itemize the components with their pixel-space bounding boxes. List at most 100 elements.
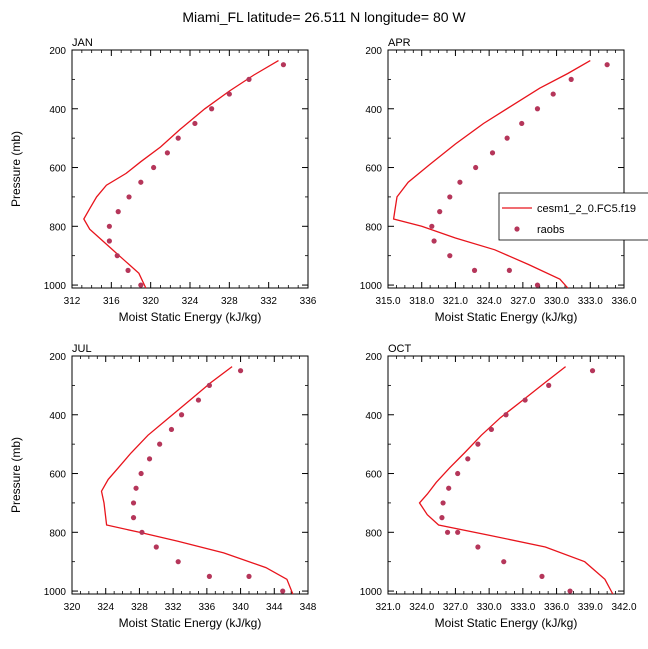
obs-point (522, 397, 528, 403)
obs-point (130, 515, 137, 521)
x-tick-label: 344 (266, 602, 283, 613)
y-tick-label: 1000 (44, 281, 67, 292)
y-tick-label: 1000 (44, 587, 67, 598)
obs-point (226, 91, 232, 97)
obs-point (175, 559, 181, 565)
x-tick-label: 330.0 (544, 296, 569, 307)
panel-label: APR (388, 37, 411, 49)
obs-point (503, 412, 509, 418)
x-axis-label: Moist Static Energy (kJ/kg) (119, 616, 262, 630)
x-axis-label: Moist Static Energy (kJ/kg) (119, 310, 262, 324)
obs-point (146, 456, 153, 462)
obs-point (192, 120, 198, 127)
obs-point (106, 238, 112, 244)
x-tick-label: 339.0 (578, 602, 603, 613)
obs-point (151, 164, 157, 171)
figure-title: Miami_FL latitude= 26.511 N longitude= 8… (182, 9, 466, 25)
obs-point (195, 397, 202, 403)
obs-point (130, 500, 137, 506)
panel-label: OCT (388, 343, 412, 355)
x-tick-label: 342.0 (611, 602, 636, 613)
panel-jul: 320 324 328 332 336 340 344 348 200 400 600 800 1000… (9, 343, 317, 630)
obs-point (488, 426, 494, 433)
legend-box (498, 192, 648, 241)
obs-point (550, 91, 556, 97)
obs-point (106, 223, 112, 229)
x-tick-label: 333.0 (578, 296, 603, 307)
panel-apr: 315.0 318.0 321.0 324.0 327.0 330.0 333.0 336.0… (360, 37, 637, 324)
y-axis-label: Pressure (mb) (9, 437, 23, 513)
obs-point (539, 573, 545, 579)
x-tick-label: 324 (97, 602, 114, 613)
obs-point (206, 573, 212, 579)
panel-label: JAN (72, 37, 93, 49)
y-tick-label: 200 (49, 352, 66, 363)
obs-point (534, 106, 541, 112)
obs-point (455, 470, 461, 477)
legend-model-label: cesm1_2_0.FC5.f19 (537, 203, 636, 215)
obs-point (465, 456, 471, 462)
x-tick-label: 318.0 (409, 296, 434, 307)
x-tick-label: 327.0 (443, 602, 468, 613)
x-axis-label: Moist Static Energy (kJ/kg) (435, 310, 578, 324)
x-tick-label: 324.0 (477, 296, 502, 307)
y-tick-label: 800 (49, 528, 66, 539)
x-tick-label: 321.0 (375, 602, 400, 613)
obs-point (440, 500, 446, 506)
x-tick-label: 336.0 (544, 602, 569, 613)
model-profile-line (83, 60, 279, 289)
panel-jan: 312 316 320 324 328 332 336 200 400 600 800 1000 JAN… (9, 37, 317, 324)
obs-point (437, 209, 443, 215)
x-tick-label: 320 (64, 602, 81, 613)
obs-point (447, 253, 453, 259)
x-tick-label: 320 (142, 296, 159, 307)
x-tick-label: 324.0 (409, 602, 434, 613)
obs-point (126, 194, 132, 200)
obs-point (506, 267, 512, 273)
legend-dot-swatch (514, 226, 520, 232)
x-tick-label: 332 (260, 296, 277, 307)
obs-point (446, 485, 452, 491)
y-axis-label: Pressure (mb) (9, 131, 23, 207)
obs-point (473, 164, 479, 171)
model-profile-line (100, 366, 294, 595)
obs-point (114, 253, 120, 259)
obs-point (475, 544, 481, 550)
x-tick-label: 336 (300, 296, 317, 307)
obs-point (567, 588, 573, 594)
obs-point (125, 267, 131, 273)
x-tick-label: 316 (103, 296, 120, 307)
obs-point (439, 515, 445, 521)
obs-point (153, 544, 159, 550)
x-tick-label: 336 (199, 602, 216, 613)
x-tick-label: 328 (131, 602, 148, 613)
obs-point (431, 238, 437, 244)
panel-label: JUL (72, 343, 92, 355)
y-tick-label: 200 (49, 46, 66, 57)
obs-point (589, 368, 596, 374)
x-tick-label: 348 (300, 602, 317, 613)
obs-point (246, 76, 252, 82)
plot-frame (387, 355, 625, 595)
obs-point (519, 120, 525, 127)
y-tick-label: 800 (365, 528, 382, 539)
plot-frame (71, 355, 309, 595)
obs-point (280, 62, 287, 68)
y-tick-label: 600 (365, 470, 382, 481)
x-tick-label: 321.0 (443, 296, 468, 307)
y-tick-label: 400 (49, 105, 66, 116)
panel-oct: 321.0 324.0 327.0 330.0 333.0 336.0 339.0 342.0… (360, 343, 637, 630)
y-tick-label: 800 (49, 222, 66, 233)
y-tick-label: 600 (49, 164, 66, 175)
y-tick-label: 400 (365, 411, 382, 422)
obs-point (534, 282, 541, 288)
obs-point (504, 135, 510, 141)
obs-point (246, 573, 252, 579)
x-tick-label: 328 (221, 296, 238, 307)
y-tick-label: 400 (49, 411, 66, 422)
obs-point (115, 209, 121, 215)
obs-point (501, 559, 507, 565)
obs-point (138, 282, 144, 288)
